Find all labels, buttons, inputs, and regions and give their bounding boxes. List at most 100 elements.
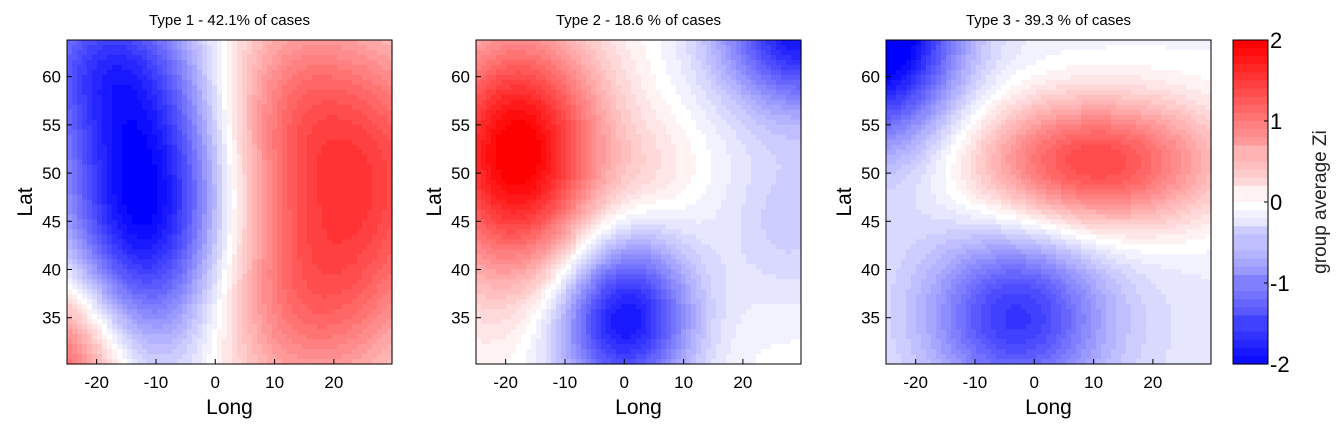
- contour-cell: [67, 279, 73, 285]
- contour-cell: [117, 349, 123, 355]
- contour-cell: [82, 109, 88, 116]
- contour-cell: [387, 134, 393, 141]
- contour-cell: [342, 99, 348, 106]
- contour-cell: [72, 189, 78, 196]
- contour-cell: [217, 184, 223, 191]
- x-tick-label: -20: [84, 373, 109, 392]
- contour-cell: [506, 299, 512, 305]
- contour-cell: [382, 174, 388, 181]
- contour-cell: [287, 244, 293, 250]
- contour-cell: [112, 199, 118, 206]
- contour-cell: [491, 174, 497, 181]
- contour-cell: [332, 189, 338, 196]
- contour-cell: [157, 314, 163, 320]
- contour-cell: [152, 184, 158, 191]
- contour-cell: [272, 169, 278, 176]
- contour-cell: [257, 109, 263, 116]
- contour-cell: [506, 249, 512, 255]
- contour-cell: [267, 124, 273, 131]
- contour-cell: [102, 254, 108, 260]
- contour-cell: [382, 334, 388, 340]
- contour-cell: [117, 299, 123, 305]
- contour-cell: [142, 159, 148, 166]
- contour-cell: [277, 339, 283, 345]
- contour-cell: [327, 94, 333, 101]
- contour-cell: [312, 234, 318, 240]
- contour-cell: [322, 179, 328, 186]
- contour-cell: [317, 154, 323, 161]
- contour-cell: [117, 359, 123, 365]
- contour-cell: [97, 309, 103, 315]
- contour-cell: [476, 114, 482, 121]
- contour-cell: [227, 289, 233, 295]
- contour-cell: [67, 224, 73, 231]
- contour-cell: [217, 159, 223, 166]
- contour-cell: [222, 129, 228, 136]
- contour-cell: [237, 354, 243, 360]
- contour-cell: [162, 339, 168, 345]
- contour-cell: [352, 254, 358, 260]
- contour-cell: [367, 199, 373, 206]
- contour-cell: [157, 44, 163, 51]
- contour-cell: [92, 64, 98, 71]
- contour-cell: [107, 179, 113, 186]
- contour-cell: [102, 104, 108, 111]
- contour-cell: [217, 214, 223, 221]
- contour-cell: [272, 94, 278, 101]
- contour-cell: [292, 49, 298, 56]
- contour-cell: [177, 94, 183, 101]
- contour-cell: [506, 69, 512, 76]
- contour-cell: [187, 184, 193, 191]
- contour-cell: [67, 324, 73, 330]
- contour-cell: [257, 254, 263, 260]
- contour-cell: [511, 204, 517, 211]
- contour-cell: [372, 84, 378, 91]
- contour-cell: [511, 324, 517, 330]
- contour-cell: [232, 40, 238, 46]
- contour-cell: [511, 219, 517, 226]
- contour-cell: [377, 69, 383, 76]
- contour-cell: [387, 289, 393, 295]
- contour-cell: [82, 349, 88, 355]
- contour-cell: [152, 259, 158, 265]
- contour-cell: [292, 124, 298, 131]
- contour-cell: [127, 349, 133, 355]
- contour-cell: [177, 264, 183, 270]
- contour-cell: [217, 124, 223, 131]
- contour-cell: [486, 219, 492, 226]
- contour-cell: [357, 104, 363, 111]
- contour-cell: [92, 54, 98, 61]
- contour-cell: [302, 234, 308, 240]
- contour-cell: [262, 184, 268, 191]
- contour-cell: [496, 40, 502, 46]
- contour-cell: [97, 264, 103, 270]
- contour-cell: [182, 279, 188, 285]
- contour-cell: [297, 329, 303, 335]
- contour-cell: [107, 194, 113, 201]
- contour-cell: [77, 209, 83, 216]
- contour-cell: [357, 319, 363, 325]
- contour-cell: [192, 184, 198, 191]
- contour-cell: [277, 249, 283, 255]
- contour-cell: [377, 189, 383, 196]
- contour-cell: [272, 284, 278, 290]
- contour-cell: [332, 279, 338, 285]
- contour-cell: [212, 54, 218, 61]
- contour-cell: [222, 234, 228, 240]
- contour-cell: [287, 129, 293, 136]
- contour-cell: [531, 179, 537, 186]
- contour-cell: [481, 284, 487, 290]
- contour-cell: [97, 299, 103, 305]
- contour-cell: [232, 114, 238, 121]
- contour-cell: [282, 354, 288, 360]
- contour-cell: [347, 54, 353, 61]
- contour-cell: [202, 109, 208, 116]
- contour-cell: [387, 349, 393, 355]
- contour-cell: [322, 284, 328, 290]
- contour-cell: [357, 199, 363, 206]
- contour-cell: [342, 49, 348, 56]
- contour-cell: [197, 259, 203, 265]
- contour-cell: [177, 99, 183, 106]
- contour-cell: [521, 104, 527, 111]
- contour-cell: [257, 54, 263, 61]
